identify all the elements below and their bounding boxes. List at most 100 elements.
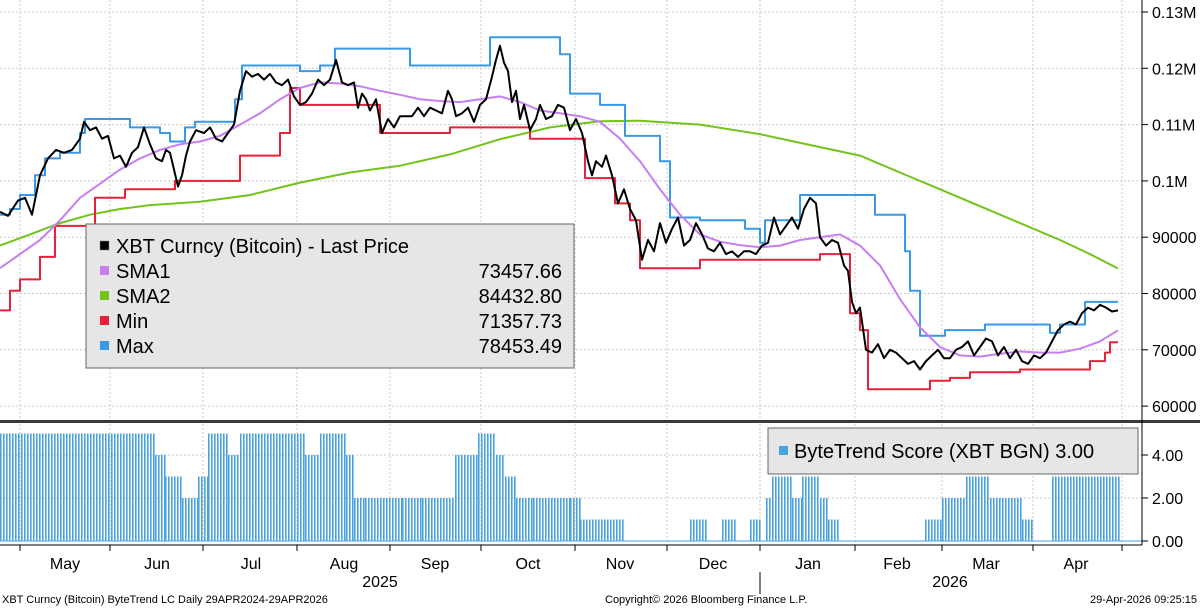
score-bar xyxy=(622,519,624,541)
score-bar xyxy=(820,498,822,541)
score-bar xyxy=(1055,476,1057,541)
score-bar xyxy=(722,519,724,541)
score-bar xyxy=(297,433,299,541)
score-bar xyxy=(217,433,219,541)
legend-marker-price xyxy=(99,240,110,251)
score-bar xyxy=(1017,498,1019,541)
score-bar xyxy=(291,433,293,541)
score-bar xyxy=(484,433,486,541)
score-bar xyxy=(1008,498,1010,541)
score-bar xyxy=(725,519,727,541)
x-tick-label: Mar xyxy=(972,556,1000,573)
score-bar xyxy=(174,476,176,541)
score-bar xyxy=(461,455,463,541)
score-bar xyxy=(560,498,562,541)
lower-legend-marker xyxy=(779,446,788,455)
score-bar xyxy=(405,498,407,541)
score-bar xyxy=(790,476,792,541)
footer-left: XBT Curncy (Bitcoin) ByteTrend LC Daily … xyxy=(2,594,328,606)
score-bar xyxy=(814,476,816,541)
score-bar xyxy=(449,498,451,541)
score-bar xyxy=(1106,476,1108,541)
legend-value-min: 71357.73 xyxy=(479,311,562,333)
score-bar xyxy=(1079,476,1081,541)
score-bar xyxy=(3,433,5,541)
score-bar xyxy=(1052,476,1054,541)
lower-legend-box: ByteTrend Score (XBT BGN) 3.00 xyxy=(767,427,1139,475)
score-bar xyxy=(311,455,313,541)
score-bar xyxy=(493,433,495,541)
score-bar xyxy=(428,498,430,541)
x-year-label: 2025 xyxy=(362,574,398,591)
score-bar xyxy=(223,433,225,541)
score-bar xyxy=(446,498,448,541)
legend-value-sma1: 73457.66 xyxy=(479,261,562,283)
score-bar xyxy=(226,433,228,541)
score-bar xyxy=(557,498,559,541)
score-bar xyxy=(15,433,17,541)
score-bar xyxy=(1091,476,1093,541)
score-bar xyxy=(1061,476,1063,541)
score-bar xyxy=(514,476,516,541)
score-bar xyxy=(984,476,986,541)
score-bar xyxy=(455,455,457,541)
upper-y-tick-label: 60000 xyxy=(1152,399,1197,416)
score-bar xyxy=(161,455,163,541)
score-bar xyxy=(177,476,179,541)
score-bar xyxy=(228,455,230,541)
legend-title: XBT Curncy (Bitcoin) - Last Price xyxy=(116,236,409,258)
score-bar xyxy=(759,519,761,541)
score-bar xyxy=(81,433,83,541)
score-bar xyxy=(120,433,122,541)
x-tick-label: Aug xyxy=(330,556,358,573)
legend-marker-sma1 xyxy=(100,266,109,275)
score-bar xyxy=(705,519,707,541)
score-bar xyxy=(354,498,356,541)
score-bar xyxy=(63,433,65,541)
score-bar xyxy=(317,455,319,541)
score-bar xyxy=(778,476,780,541)
score-bar xyxy=(690,519,692,541)
score-bar xyxy=(243,433,245,541)
footer-center: Copyright© 2026 Bloomberg Finance L.P. xyxy=(605,594,807,606)
score-bar xyxy=(69,433,71,541)
score-bar xyxy=(481,433,483,541)
score-bar xyxy=(276,433,278,541)
score-bar xyxy=(957,498,959,541)
score-bar xyxy=(1058,476,1060,541)
score-bar xyxy=(801,498,803,541)
score-bar xyxy=(516,498,518,541)
score-bar xyxy=(165,476,167,541)
legend-box: XBT Curncy (Bitcoin) - Last Price SMA1 73… xyxy=(85,223,575,369)
score-bar xyxy=(258,433,260,541)
score-bar xyxy=(811,476,813,541)
score-bar xyxy=(990,498,992,541)
score-bar xyxy=(601,519,603,541)
score-bar xyxy=(129,433,131,541)
score-bar xyxy=(467,455,469,541)
score-bar xyxy=(798,498,800,541)
score-bar xyxy=(168,476,170,541)
score-bar xyxy=(522,498,524,541)
score-bar xyxy=(237,455,239,541)
score-bar xyxy=(346,455,348,541)
score-bar xyxy=(285,433,287,541)
score-bar xyxy=(18,433,20,541)
score-bar xyxy=(305,455,307,541)
x-tick-label: Feb xyxy=(883,556,911,573)
score-bar xyxy=(147,433,149,541)
score-bar xyxy=(1005,498,1007,541)
x-tick-label: May xyxy=(50,556,80,573)
x-tick-label: Apr xyxy=(1064,556,1090,573)
score-bar xyxy=(834,519,836,541)
legend-value-sma2: 84432.80 xyxy=(479,286,562,308)
score-bar xyxy=(496,455,498,541)
score-bar xyxy=(164,455,166,541)
legend-label-sma2: SMA2 xyxy=(116,286,170,308)
score-bar xyxy=(828,519,830,541)
score-bar xyxy=(314,455,316,541)
score-bar xyxy=(12,433,14,541)
upper-y-tick-label: 90000 xyxy=(1152,230,1197,247)
score-bar xyxy=(267,433,269,541)
score-bar xyxy=(563,498,565,541)
